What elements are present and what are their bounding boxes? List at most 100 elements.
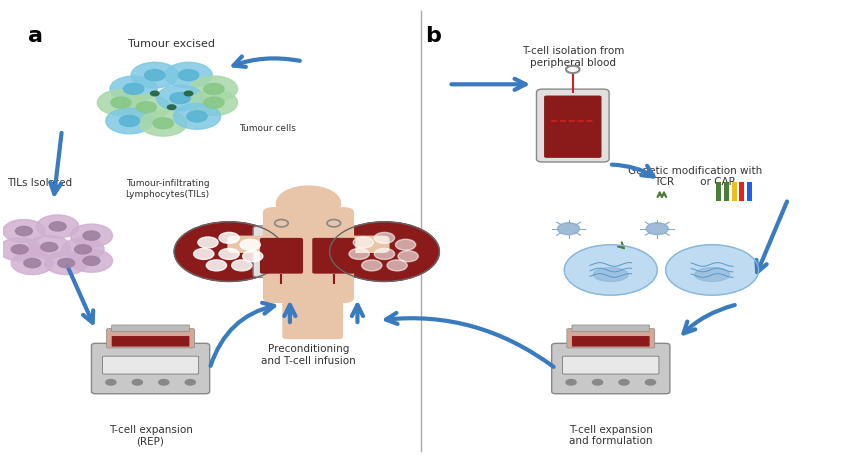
Circle shape [190,77,237,102]
Circle shape [395,240,416,250]
Text: Tumour cells: Tumour cells [239,124,296,133]
FancyBboxPatch shape [111,336,190,347]
Circle shape [207,260,227,271]
Circle shape [566,380,576,385]
Circle shape [119,116,139,127]
Circle shape [49,222,66,232]
Text: Genetic modification with
TCR        or CAR: Genetic modification with TCR or CAR [628,165,762,187]
Ellipse shape [694,268,729,282]
FancyBboxPatch shape [309,293,343,339]
Circle shape [354,238,373,249]
Circle shape [204,84,224,95]
Text: Tumour excised: Tumour excised [128,38,215,49]
Circle shape [24,259,41,268]
FancyBboxPatch shape [567,329,654,348]
FancyBboxPatch shape [336,236,389,253]
Text: TILs Isolated: TILs Isolated [7,178,72,188]
Circle shape [105,380,116,385]
Circle shape [330,222,439,282]
Circle shape [619,380,629,385]
Circle shape [0,238,41,261]
Circle shape [398,251,418,262]
Circle shape [170,94,190,104]
Circle shape [645,380,655,385]
FancyBboxPatch shape [740,182,745,202]
Circle shape [361,260,382,271]
Circle shape [41,243,58,252]
Text: T-cell expansion
and formulation: T-cell expansion and formulation [569,424,653,445]
Circle shape [167,106,176,110]
FancyBboxPatch shape [92,344,210,394]
FancyBboxPatch shape [111,325,190,332]
Circle shape [110,77,157,102]
Circle shape [153,119,173,130]
Circle shape [558,223,580,235]
FancyBboxPatch shape [732,182,737,202]
FancyBboxPatch shape [312,238,355,274]
Text: a: a [28,25,43,45]
FancyBboxPatch shape [544,96,602,158]
FancyBboxPatch shape [552,344,670,394]
Circle shape [11,245,28,254]
Circle shape [131,63,178,89]
Circle shape [123,84,144,95]
Text: T-cell expansion
(REP): T-cell expansion (REP) [109,424,192,445]
Circle shape [592,380,603,385]
FancyBboxPatch shape [260,238,303,274]
FancyBboxPatch shape [572,336,649,347]
Circle shape [71,250,112,273]
Text: T-cell isolation from
peripheral blood: T-cell isolation from peripheral blood [522,46,624,68]
FancyBboxPatch shape [253,226,309,278]
Circle shape [349,249,369,260]
Circle shape [242,251,263,262]
FancyBboxPatch shape [102,357,199,374]
Circle shape [62,238,104,261]
Circle shape [11,252,54,275]
Circle shape [15,227,32,236]
Circle shape [178,70,199,81]
Circle shape [37,215,79,238]
Circle shape [75,245,92,254]
Circle shape [150,92,159,97]
Circle shape [204,98,224,109]
Circle shape [374,233,394,244]
Circle shape [83,257,100,266]
Circle shape [646,223,668,235]
Circle shape [174,222,284,282]
Circle shape [122,95,170,121]
Circle shape [71,225,112,248]
Circle shape [240,240,260,250]
Circle shape [184,92,193,97]
Circle shape [98,91,144,116]
FancyBboxPatch shape [106,329,195,348]
Circle shape [110,98,131,109]
Circle shape [173,104,221,130]
Circle shape [133,380,143,385]
Circle shape [159,380,169,385]
FancyBboxPatch shape [263,208,354,303]
Circle shape [219,249,239,260]
Ellipse shape [593,268,628,282]
FancyBboxPatch shape [572,325,649,332]
Circle shape [666,245,758,295]
Circle shape [136,102,156,113]
FancyBboxPatch shape [717,182,722,202]
Circle shape [58,259,75,268]
Circle shape [564,245,657,295]
Circle shape [219,233,239,244]
FancyBboxPatch shape [724,182,729,202]
Text: b: b [425,25,441,45]
Circle shape [374,249,394,260]
Circle shape [185,380,196,385]
Circle shape [144,70,165,81]
Circle shape [3,220,45,243]
FancyBboxPatch shape [563,357,659,374]
FancyBboxPatch shape [747,182,751,202]
Circle shape [276,187,341,221]
Circle shape [83,232,100,241]
FancyBboxPatch shape [536,90,609,163]
Text: Preconditioning
and T-cell infusion: Preconditioning and T-cell infusion [261,344,356,365]
FancyBboxPatch shape [282,293,316,339]
FancyBboxPatch shape [305,226,362,278]
Circle shape [28,236,71,259]
